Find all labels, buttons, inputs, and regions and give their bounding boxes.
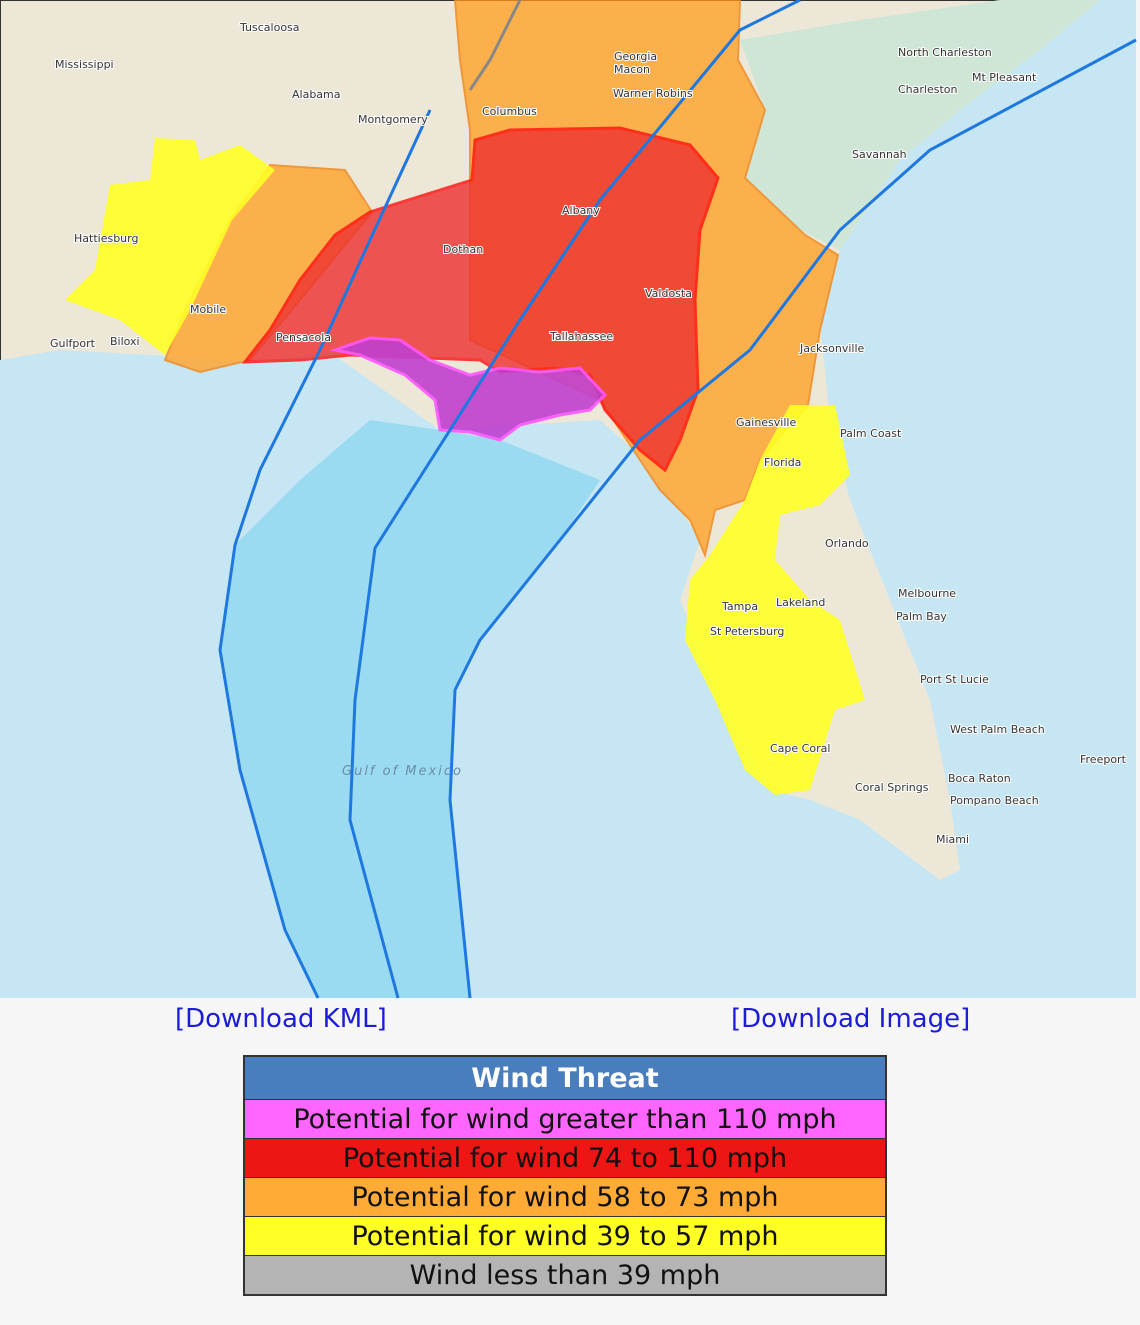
place-label: Palm Bay bbox=[896, 610, 947, 623]
download-kml[interactable]: [Download KML] bbox=[175, 1004, 387, 1034]
place-label: Jacksonville bbox=[799, 342, 865, 355]
legend-item: Wind less than 39 mph bbox=[243, 1255, 887, 1296]
place-label: Dothan bbox=[443, 243, 483, 256]
cone-edge bbox=[218, 109, 432, 999]
place-label: West Palm Beach bbox=[950, 723, 1045, 736]
place-label: Port St Lucie bbox=[920, 673, 989, 686]
place-label: Freeport bbox=[1080, 753, 1127, 766]
place-label: Gainesville bbox=[736, 416, 796, 429]
place-label: Mississippi bbox=[55, 58, 114, 71]
road bbox=[468, 0, 522, 91]
place-label: Pompano Beach bbox=[950, 794, 1039, 807]
legend-item: Potential for wind 58 to 73 mph bbox=[243, 1177, 887, 1217]
place-label: Gulf of Mexico bbox=[342, 764, 463, 779]
place-label: Tuscaloosa bbox=[239, 21, 300, 34]
forecast-cone bbox=[220, 420, 600, 998]
legend-row: Potential for wind 58 to 73 mph bbox=[243, 1177, 887, 1217]
place-label: Mobile bbox=[190, 303, 226, 316]
legend-row: Potential for wind greater than 110 mph bbox=[243, 1099, 887, 1139]
track-line bbox=[348, 0, 801, 999]
place-label: Georgia bbox=[614, 50, 657, 63]
legend: Wind Threat Potential for wind greater t… bbox=[243, 1055, 887, 1296]
cone-edge bbox=[448, 38, 1137, 999]
threat-area bbox=[65, 138, 275, 355]
legend-item: Potential for wind greater than 110 mph bbox=[243, 1099, 887, 1139]
place-label: Mt Pleasant bbox=[972, 71, 1037, 84]
map: Tuscaloosa Mississippi Alabama Montgomery Ge… bbox=[0, 0, 1137, 999]
place-label: St Petersburg bbox=[710, 625, 784, 638]
place-label: Orlando bbox=[825, 537, 869, 550]
place-label: North Charleston bbox=[898, 46, 992, 59]
place-label: Cape Coral bbox=[770, 742, 830, 755]
place-label: Palm Coast bbox=[840, 427, 902, 440]
place-label: Florida bbox=[764, 456, 801, 469]
place-label: Albany bbox=[562, 204, 600, 217]
place-label: Savannah bbox=[852, 148, 907, 161]
legend-row: Potential for wind 39 to 57 mph bbox=[243, 1216, 887, 1256]
place-label: Miami bbox=[936, 833, 969, 846]
place-label: Warner Robins bbox=[613, 87, 693, 100]
threat-area bbox=[685, 405, 865, 795]
place-label: Hattiesburg bbox=[74, 232, 138, 245]
place-label: Macon bbox=[614, 63, 650, 76]
place-label: Melbourne bbox=[898, 587, 956, 600]
place-label: Montgomery bbox=[358, 113, 428, 126]
place-label: Biloxi bbox=[110, 335, 140, 348]
place-label: Gulfport bbox=[50, 337, 96, 350]
threat-area bbox=[329, 336, 608, 442]
place-label: Valdosta bbox=[645, 287, 692, 300]
threat-area bbox=[241, 126, 720, 473]
legend-row: Wind less than 39 mph bbox=[243, 1255, 887, 1296]
legend-item: Potential for wind 74 to 110 mph bbox=[243, 1138, 887, 1178]
place-label: Coral Springs bbox=[855, 781, 929, 794]
place-label: Lakeland bbox=[776, 596, 825, 609]
place-label: Charleston bbox=[898, 83, 958, 96]
place-label: Pensacola bbox=[276, 331, 331, 344]
download-image[interactable]: [Download Image] bbox=[731, 1004, 971, 1034]
legend-title: Wind Threat bbox=[243, 1055, 887, 1100]
place-label: Tampa bbox=[721, 600, 758, 613]
legend-item: Potential for wind 39 to 57 mph bbox=[243, 1216, 887, 1256]
place-label: Tallahassee bbox=[549, 330, 613, 343]
legend-row: Potential for wind 74 to 110 mph bbox=[243, 1138, 887, 1178]
place-label: Alabama bbox=[292, 88, 341, 101]
place-label: Boca Raton bbox=[948, 772, 1011, 785]
place-label: Columbus bbox=[482, 105, 537, 118]
